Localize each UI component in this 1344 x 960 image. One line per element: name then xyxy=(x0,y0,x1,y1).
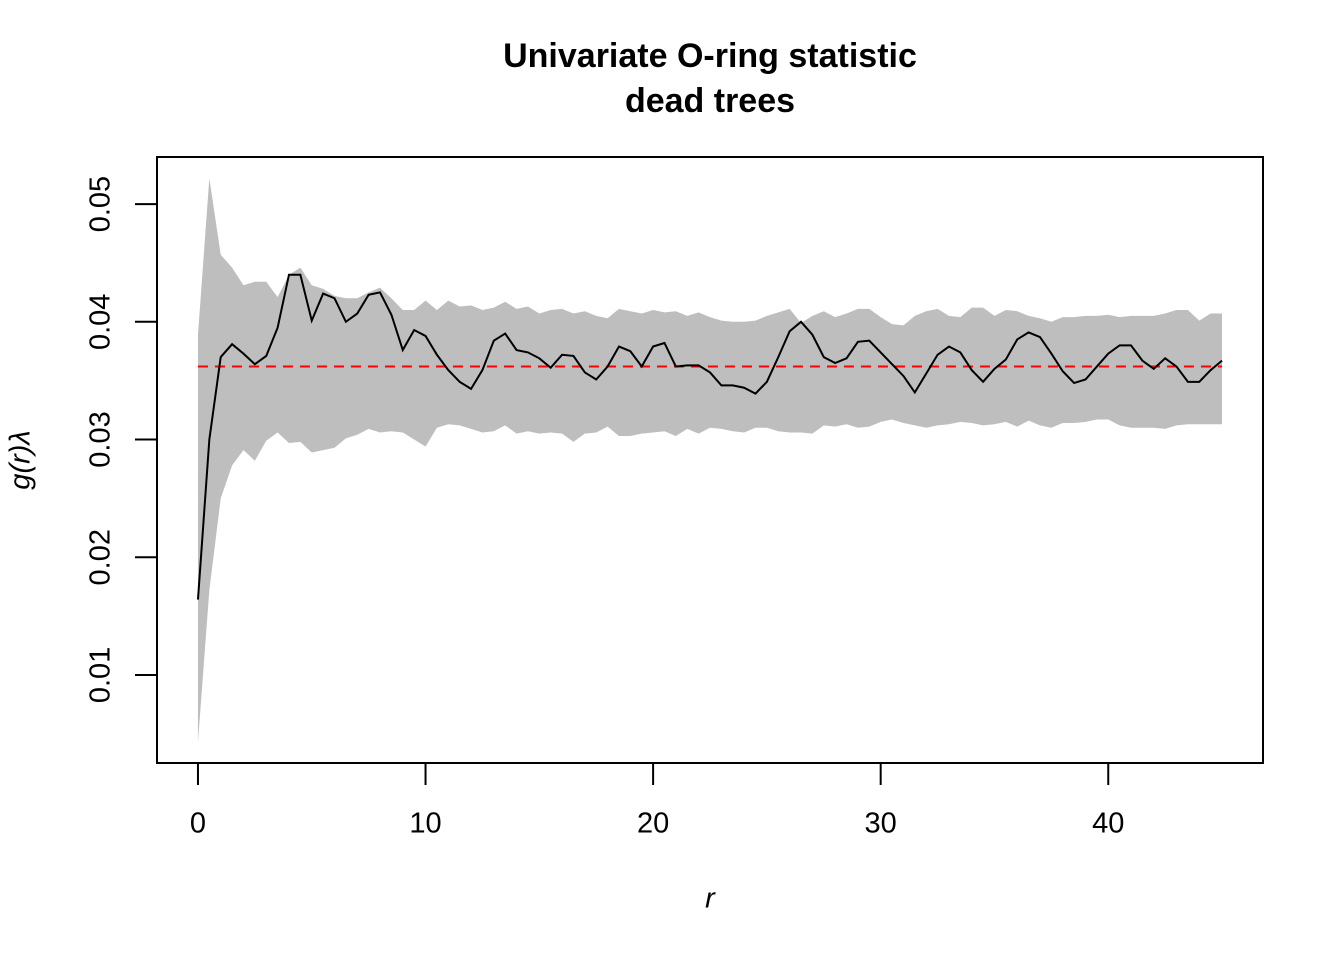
x-tick-label: 30 xyxy=(865,808,897,840)
plot-frame xyxy=(156,156,1264,764)
y-tick-label: 0.05 xyxy=(85,176,117,232)
y-axis-label: g(r)λ xyxy=(5,430,37,489)
x-tick-label: 40 xyxy=(1092,808,1124,840)
y-tick-label: 0.03 xyxy=(85,411,117,467)
x-axis-label: r xyxy=(705,883,716,915)
y-tick-label: 0.04 xyxy=(85,294,117,350)
x-tick-label: 20 xyxy=(637,808,669,840)
x-tick-label: 10 xyxy=(409,808,441,840)
chart-title: Univariate O-ring statistic xyxy=(503,37,917,75)
y-tick-label: 0.01 xyxy=(85,647,117,703)
x-tick-label: 0 xyxy=(190,808,206,840)
data-line xyxy=(196,273,1223,600)
envelope xyxy=(197,178,1223,743)
chart-subtitle: dead trees xyxy=(625,82,795,120)
y-tick-label: 0.02 xyxy=(85,529,117,585)
